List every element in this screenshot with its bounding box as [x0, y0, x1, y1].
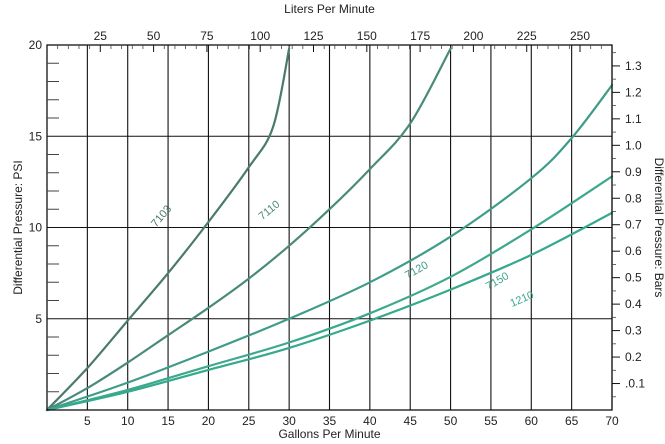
series-line-7120: [45, 84, 614, 412]
y2-tick-label: .0.1: [625, 377, 645, 391]
y2-tick-label: 1.3: [625, 59, 642, 73]
label-layer: 5 10 15 20 25 30 35 40 45 50 55 60 65 70 5 10 15 20 25 50 75…: [29, 29, 646, 428]
x2-tick-label: 175: [410, 29, 430, 43]
x-tick-label: 10: [121, 414, 135, 428]
series-layer: [45, 47, 614, 412]
series-line-7110: [45, 47, 452, 412]
x2-tick-label: 125: [303, 29, 323, 43]
x-tick-label: 45: [404, 414, 418, 428]
y2-tick-label: 0.2: [625, 350, 642, 364]
x-tick-label: 35: [323, 414, 337, 428]
series-label: 7110: [257, 198, 283, 222]
y-tick-label: 15: [29, 129, 43, 143]
x2-tick-label: 75: [200, 29, 214, 43]
series-line-1210: [45, 211, 614, 412]
y2-tick-label: 0.6: [625, 244, 642, 258]
y-axis-title: Differential Pressure: PSI: [11, 160, 25, 295]
x2-tick-label: 250: [570, 29, 590, 43]
x-tick-label: 55: [484, 414, 498, 428]
x2-tick-label: 25: [94, 29, 108, 43]
series-line-7150: [45, 175, 614, 412]
x-tick-label: 70: [605, 414, 619, 428]
x-tick-label: 50: [444, 414, 458, 428]
x2-tick-label: 150: [357, 29, 377, 43]
x-tick-label: 25: [242, 414, 256, 428]
series-label: 7103: [149, 203, 174, 229]
y2-axis-title: Differential Pressure: Bars: [652, 158, 665, 298]
y2-tick-label: 0.5: [625, 271, 642, 285]
y-tick-label: 5: [35, 312, 42, 326]
y2-tick-label: 0.8: [625, 191, 642, 205]
x-tick-label: 40: [363, 414, 377, 428]
x-axis-title: Gallons Per Minute: [278, 427, 380, 441]
x-tick-label: 5: [84, 414, 91, 428]
y2-tick-label: 0.4: [625, 297, 642, 311]
series-line-7103: [45, 47, 291, 412]
tick-layer: [47, 45, 620, 398]
y2-tick-label: 0.7: [625, 218, 642, 232]
x-tick-label: 20: [202, 414, 216, 428]
x-tick-label: 15: [161, 414, 175, 428]
x2-tick-label: 200: [463, 29, 483, 43]
y2-tick-label: 0.3: [625, 324, 642, 338]
y-tick-label: 20: [29, 38, 43, 52]
x-tick-label: 65: [565, 414, 579, 428]
y2-tick-label: 0.9: [625, 165, 642, 179]
y2-tick-label: 1.2: [625, 85, 642, 99]
x2-tick-label: 100: [250, 29, 270, 43]
x-tick-label: 60: [525, 414, 539, 428]
grid-layer: [47, 45, 613, 410]
x-tick-label: 30: [282, 414, 296, 428]
x2-tick-label: 50: [147, 29, 161, 43]
x2-axis-title: Liters Per Minute: [284, 2, 375, 16]
y2-tick-label: 1.0: [625, 138, 642, 152]
y2-tick-label: 1.1: [625, 112, 642, 126]
y-tick-label: 10: [29, 221, 43, 235]
x2-tick-label: 225: [517, 29, 537, 43]
plot-frame: [46, 44, 613, 411]
